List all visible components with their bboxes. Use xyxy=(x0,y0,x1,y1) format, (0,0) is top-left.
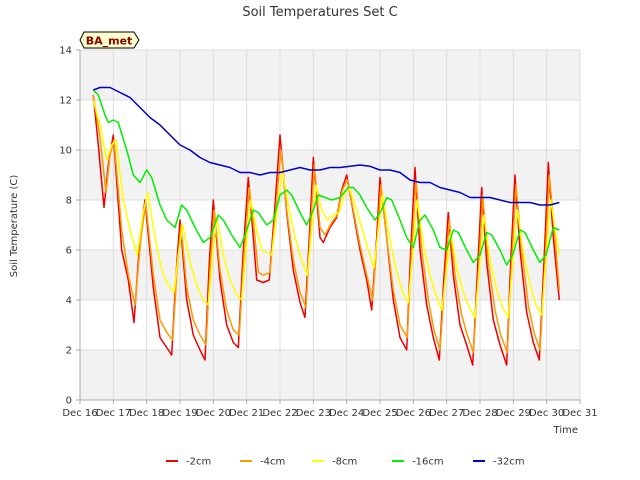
plot-band xyxy=(80,350,580,400)
series-line-minus-16cm xyxy=(92,89,560,266)
station-badge: BA_met xyxy=(79,31,140,49)
y-tick-label: 12 xyxy=(59,96,72,107)
x-tick-label: Dec 31 xyxy=(562,408,597,419)
legend-label: -16cm xyxy=(412,457,444,468)
series-line-minus-4cm xyxy=(92,94,561,354)
x-tick-label: Dec 30 xyxy=(529,408,564,419)
x-tick-label: Dec 19 xyxy=(162,408,197,419)
y-tick-label: 2 xyxy=(66,346,72,357)
x-tick-label: Dec 26 xyxy=(396,408,431,419)
badge-box xyxy=(79,31,140,49)
x-tick-label: Dec 16 xyxy=(62,408,97,419)
series-lines xyxy=(92,86,561,366)
x-tick-label: Dec 27 xyxy=(429,408,464,419)
plot-band xyxy=(80,150,580,200)
y-tick-label: 4 xyxy=(66,296,72,307)
x-tick-label: Dec 21 xyxy=(229,408,264,419)
legend-label: -32cm xyxy=(493,457,525,468)
chart-title: Soil Temperatures Set C xyxy=(242,5,397,20)
y-tick-label: 10 xyxy=(59,146,72,157)
x-tick-label: Dec 29 xyxy=(496,408,531,419)
x-tick-label: Dec 23 xyxy=(296,408,331,419)
legend-label: -4cm xyxy=(260,457,285,468)
x-axis-label: Time xyxy=(553,425,578,436)
y-tick-label: 8 xyxy=(66,196,72,207)
plot-band xyxy=(80,50,580,100)
x-tick-label: Dec 20 xyxy=(196,408,231,419)
x-tick-label: Dec 22 xyxy=(262,408,297,419)
y-axis-label: Soil Temperature (C) xyxy=(9,175,20,278)
x-tick-label: Dec 24 xyxy=(329,408,364,419)
y-tick-label: 14 xyxy=(59,46,72,57)
y-axis: 0 2 4 6 8 10 12 14 xyxy=(59,46,81,407)
series-line-minus-8cm xyxy=(92,99,561,319)
plot-band xyxy=(80,250,580,300)
x-tick-label: Dec 18 xyxy=(129,408,164,419)
x-tick-label: Dec 28 xyxy=(462,408,497,419)
badge-label: BA_met xyxy=(86,35,133,48)
legend: -2cm -4cm -8cm -16cm -32cm xyxy=(166,457,525,468)
y-tick-label: 0 xyxy=(66,396,72,407)
legend-label: -8cm xyxy=(332,457,357,468)
x-tick-label: Dec 17 xyxy=(96,408,131,419)
x-tick-label: Dec 25 xyxy=(362,408,397,419)
series-line-minus-32cm xyxy=(93,86,560,206)
y-tick-label: 6 xyxy=(66,246,72,257)
legend-label: -2cm xyxy=(186,457,211,468)
